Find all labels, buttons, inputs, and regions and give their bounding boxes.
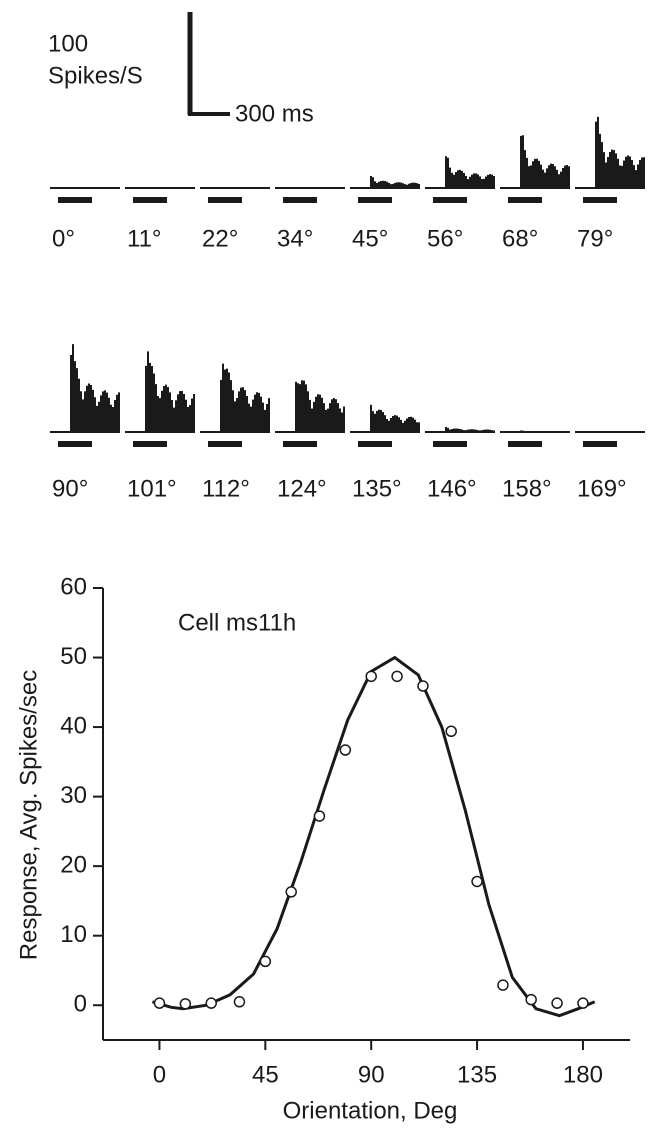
psth — [70, 344, 120, 432]
y-tick-label: 50 — [60, 643, 87, 670]
y-tick-label: 0 — [74, 991, 87, 1018]
x-tick-label: 90 — [358, 1061, 385, 1088]
psth — [595, 116, 645, 188]
orientation-label: 135° — [352, 475, 402, 502]
scale-y-label: Spikes/S — [48, 62, 143, 89]
psth — [520, 430, 570, 432]
psth — [220, 363, 270, 432]
psth — [145, 351, 195, 432]
data-point — [525, 993, 537, 1006]
y-tick-label: 10 — [60, 921, 87, 948]
x-tick-label: 135 — [457, 1061, 497, 1088]
orientation-label: 146° — [427, 475, 477, 502]
orientation-label: 90° — [52, 475, 88, 502]
psth — [295, 187, 345, 188]
orientation-label: 34° — [277, 225, 313, 252]
y-axis-label: Response, Avg. Spikes/sec — [15, 670, 42, 960]
orientation-label: 22° — [202, 225, 238, 252]
x-tick-label: 45 — [252, 1061, 279, 1088]
data-point — [577, 997, 589, 1009]
data-point — [313, 810, 326, 822]
orientation-label: 169° — [577, 475, 627, 502]
x-axis-label: Orientation, Deg — [283, 1097, 458, 1124]
psth — [370, 176, 420, 188]
data-point — [551, 997, 563, 1009]
fit-curve — [151, 655, 596, 1018]
orientation-label: 68° — [502, 225, 538, 252]
scale-y-label: 100 — [48, 30, 88, 57]
data-point — [179, 998, 192, 1010]
psth — [595, 431, 645, 432]
orientation-label: 112° — [202, 475, 250, 502]
data-point — [233, 996, 246, 1008]
psth — [295, 380, 345, 432]
orientation-label: 79° — [577, 225, 613, 252]
data-point — [471, 875, 483, 888]
y-tick-label: 60 — [60, 573, 87, 600]
data-point — [445, 725, 457, 737]
data-point — [365, 670, 377, 683]
orientation-label: 124° — [277, 475, 327, 502]
data-point — [285, 886, 297, 898]
orientation-label: 101° — [127, 475, 177, 502]
data-point — [339, 744, 352, 756]
orientation-label: 56° — [427, 225, 463, 252]
annotation: Cell ms11h — [178, 609, 296, 636]
psth — [370, 404, 420, 432]
data-point — [205, 997, 217, 1009]
data-point — [391, 670, 403, 683]
y-tick-label: 40 — [60, 712, 87, 739]
orientation-label: 45° — [352, 225, 388, 252]
data-point — [417, 680, 429, 692]
psth — [520, 135, 570, 188]
psth — [445, 426, 495, 432]
orientation-label: 158° — [502, 475, 552, 502]
scale-x-label: 300 ms — [235, 100, 314, 127]
y-tick-label: 20 — [60, 851, 87, 878]
x-tick-label: 180 — [563, 1061, 603, 1088]
data-point — [497, 979, 509, 991]
psth — [445, 156, 495, 188]
orientation-label: 0° — [52, 225, 75, 252]
x-tick-label: 0 — [153, 1061, 166, 1088]
y-tick-label: 30 — [60, 782, 87, 809]
orientation-label: 11° — [127, 225, 162, 252]
data-point — [259, 955, 272, 968]
data-point — [153, 997, 166, 1009]
